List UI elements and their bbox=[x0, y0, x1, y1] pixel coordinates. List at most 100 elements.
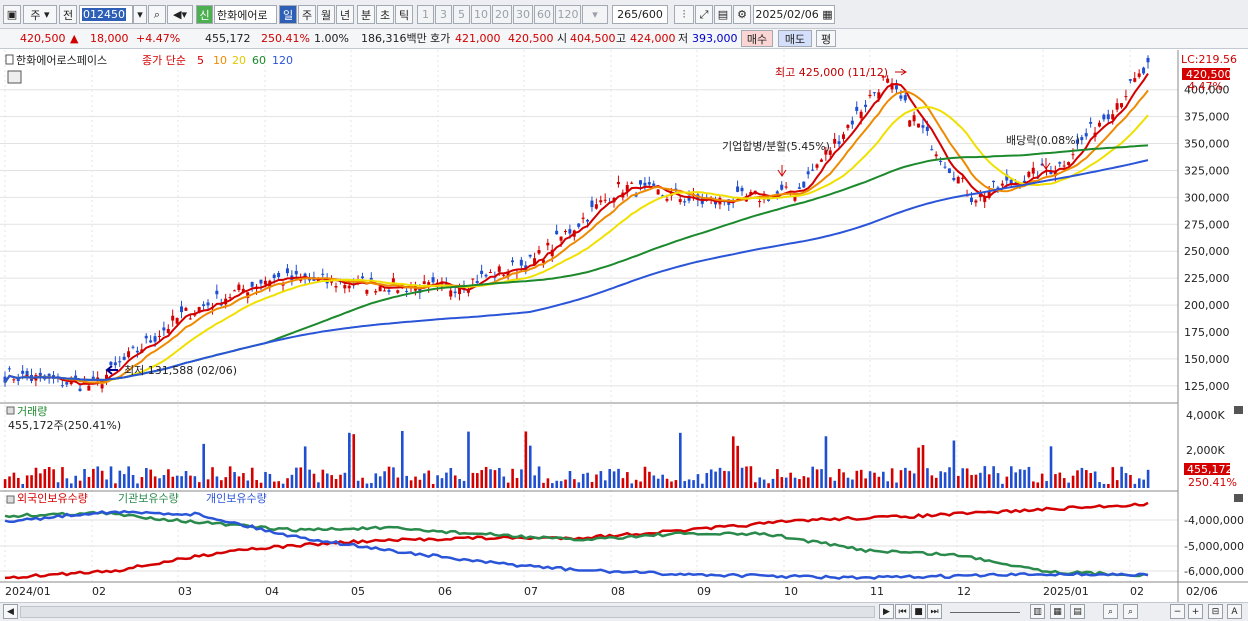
candle bbox=[793, 196, 797, 201]
minus-icon[interactable]: − bbox=[1170, 604, 1185, 619]
window-icon[interactable]: ▣ bbox=[3, 5, 21, 24]
volume-bar bbox=[43, 469, 47, 488]
candle bbox=[868, 94, 872, 97]
adjust-button[interactable]: 전 bbox=[59, 5, 77, 24]
volume-bar bbox=[197, 482, 201, 488]
candle bbox=[347, 285, 351, 289]
price-tick: 350,000 bbox=[1184, 138, 1230, 151]
plus-icon[interactable]: + bbox=[1188, 604, 1203, 619]
candle bbox=[881, 76, 885, 78]
tab-month[interactable]: 월 bbox=[317, 5, 335, 24]
tab-second[interactable]: 초 bbox=[376, 5, 394, 24]
volume-bar bbox=[387, 466, 391, 488]
speaker-icon[interactable]: ◀▾ bbox=[167, 5, 193, 24]
volume-bar bbox=[30, 475, 33, 488]
tab-day[interactable]: 일 bbox=[279, 5, 297, 24]
gear-icon[interactable]: ⚙ bbox=[733, 5, 751, 24]
interval-20[interactable]: 20 bbox=[492, 5, 512, 24]
average-button[interactable]: 평 bbox=[816, 30, 836, 47]
candle bbox=[992, 180, 996, 183]
volume-bar bbox=[136, 483, 139, 488]
volume-bar bbox=[961, 468, 965, 488]
candle bbox=[590, 200, 594, 208]
tab-minute[interactable]: 분 bbox=[357, 5, 375, 24]
stop-icon[interactable]: ■ bbox=[911, 604, 926, 619]
holding-line bbox=[4, 509, 1149, 580]
zoom-slider[interactable] bbox=[950, 612, 1020, 613]
interval-120[interactable]: 120 bbox=[555, 5, 581, 24]
candle bbox=[815, 164, 819, 168]
count-field[interactable]: 265/600 bbox=[612, 5, 668, 24]
volume-bar bbox=[506, 482, 510, 488]
candle bbox=[188, 318, 192, 320]
scroll-track[interactable] bbox=[20, 606, 875, 618]
volume-bar bbox=[590, 481, 594, 488]
toolbar: ▣ 주 ▾ 전 012450 ▾ ⌕ ◀▾ 신 한화에어로 일 주 월 년 분 … bbox=[0, 0, 1248, 29]
candle bbox=[122, 356, 126, 360]
tab-year[interactable]: 년 bbox=[336, 5, 354, 24]
candle bbox=[784, 186, 788, 188]
volume-bar bbox=[268, 473, 272, 488]
candle bbox=[643, 182, 647, 186]
volume-bar bbox=[1102, 483, 1106, 488]
buy-button[interactable]: 매수 bbox=[741, 30, 773, 47]
period-select[interactable]: 주 ▾ bbox=[23, 5, 57, 24]
volume-bar bbox=[798, 479, 801, 488]
scroll-bar[interactable]: ◀ ▶ ⏮ ■ ⏭ ▥ ▦ ▤ ⌕ ⌕ − + ⊟ A bbox=[0, 602, 1248, 621]
volume-bar bbox=[361, 477, 364, 488]
chevron-down-icon[interactable]: ▾ bbox=[133, 5, 147, 24]
sell-button[interactable]: 매도 bbox=[778, 30, 812, 47]
interval-3[interactable]: 3 bbox=[435, 5, 452, 24]
ask-price: 421,000 bbox=[455, 32, 501, 45]
scroll-right-icon[interactable]: ▶ bbox=[879, 604, 894, 619]
date-field[interactable]: 2025/02/06 ▦ bbox=[753, 5, 835, 24]
price-tick: 250,000 bbox=[1184, 245, 1230, 258]
volume-bar bbox=[1005, 476, 1009, 488]
zoom-in-icon[interactable]: ▥ bbox=[1030, 604, 1045, 619]
date-value: 2025/02/06 bbox=[755, 8, 819, 21]
search-icon[interactable]: ⌕ bbox=[148, 5, 166, 24]
candle bbox=[113, 362, 117, 366]
volume-bar bbox=[34, 467, 38, 488]
holding-panel-close-icon[interactable] bbox=[1234, 494, 1243, 502]
ma-line bbox=[4, 105, 1149, 384]
interval-10[interactable]: 10 bbox=[471, 5, 491, 24]
interval-30[interactable]: 30 bbox=[513, 5, 533, 24]
volume-bar bbox=[511, 468, 514, 488]
candle bbox=[228, 297, 232, 299]
last-icon[interactable]: ⏭ bbox=[927, 604, 942, 619]
candle-icon[interactable]: ⫶ bbox=[674, 5, 694, 24]
tab-tick[interactable]: 틱 bbox=[395, 5, 413, 24]
candle bbox=[285, 268, 289, 274]
interval-60[interactable]: 60 bbox=[534, 5, 554, 24]
auto-icon[interactable]: A bbox=[1227, 604, 1242, 619]
first-icon[interactable]: ⏮ bbox=[895, 604, 910, 619]
volume-bar bbox=[749, 466, 753, 488]
volume-bar bbox=[948, 467, 951, 488]
low-annotation: 최저 131,588 (02/06) bbox=[124, 364, 237, 377]
candle bbox=[1053, 171, 1057, 176]
interval-1[interactable]: 1 bbox=[417, 5, 434, 24]
stock-name: 한화에어로 bbox=[214, 5, 277, 24]
scroll-left-icon[interactable]: ◀ bbox=[3, 604, 18, 619]
candle bbox=[511, 260, 515, 263]
zoom-out-icon[interactable]: ▤ bbox=[1070, 604, 1085, 619]
interval-select[interactable]: ▾ bbox=[582, 5, 608, 24]
interval-5[interactable]: 5 bbox=[453, 5, 470, 24]
table-icon[interactable] bbox=[7, 70, 22, 84]
save-icon[interactable]: ▤ bbox=[714, 5, 732, 24]
chart-type-icon[interactable]: ⊟ bbox=[1208, 604, 1223, 619]
stock-code-input[interactable]: 012450 bbox=[79, 5, 133, 24]
magnifier-icon[interactable]: ⌕ bbox=[1123, 604, 1138, 619]
volume-panel-close-icon[interactable] bbox=[1234, 406, 1243, 414]
candle bbox=[232, 290, 236, 292]
stock-chart[interactable]: 400,000 375,000 350,000 325,000 300,000 275,0… bbox=[0, 50, 1248, 602]
candle bbox=[277, 272, 281, 278]
volume-bar bbox=[418, 479, 422, 488]
draw-icon[interactable]: ⤢ bbox=[695, 5, 713, 24]
magnifier-icon[interactable]: ⌕ bbox=[1103, 604, 1118, 619]
zoom-fit-icon[interactable]: ▦ bbox=[1050, 604, 1065, 619]
candle bbox=[652, 183, 656, 186]
volume-bar bbox=[330, 475, 333, 488]
tab-week[interactable]: 주 bbox=[298, 5, 316, 24]
